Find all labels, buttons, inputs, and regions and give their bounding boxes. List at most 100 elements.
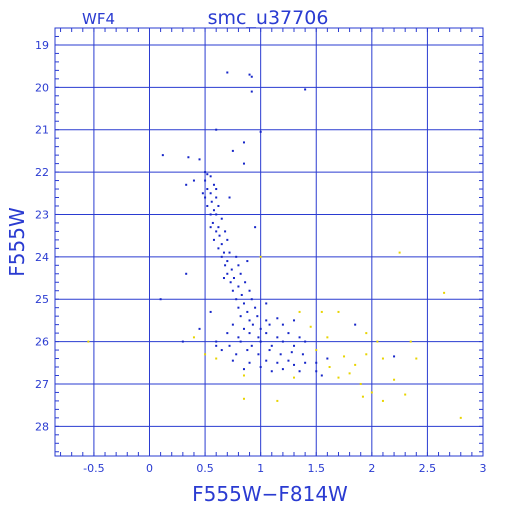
data-point: [210, 200, 213, 203]
data-point: [337, 310, 340, 313]
data-point: [290, 351, 293, 354]
data-point: [315, 349, 318, 352]
data-point: [239, 340, 242, 343]
data-point: [254, 226, 257, 229]
data-point: [279, 353, 282, 356]
data-point: [224, 264, 227, 267]
data-point: [301, 353, 304, 356]
data-point: [230, 268, 233, 271]
data-point: [222, 251, 225, 254]
y-tick-label: 20: [35, 81, 49, 94]
data-point: [218, 234, 221, 237]
data-point: [217, 247, 220, 250]
data-point: [315, 361, 318, 364]
data-point: [242, 162, 245, 165]
data-point: [251, 323, 254, 326]
data-point: [309, 325, 312, 328]
data-point: [276, 361, 279, 364]
data-point: [265, 302, 268, 305]
y-tick-label: 26: [35, 336, 49, 349]
data-point: [209, 213, 212, 216]
data-point: [217, 226, 220, 229]
data-point: [235, 353, 238, 356]
data-point: [320, 374, 323, 377]
data-point: [265, 319, 268, 322]
data-point: [365, 353, 368, 356]
data-point: [259, 327, 262, 330]
data-point: [250, 90, 253, 93]
data-point: [220, 349, 223, 352]
data-point: [256, 315, 259, 318]
data-point: [248, 361, 251, 364]
data-point: [212, 209, 215, 212]
data-point: [398, 251, 401, 254]
data-point: [287, 332, 290, 335]
data-point: [304, 340, 307, 343]
y-tick-label: 24: [35, 251, 49, 264]
data-point: [265, 359, 268, 362]
data-point: [237, 306, 240, 309]
data-point: [226, 332, 229, 335]
data-point: [239, 315, 242, 318]
data-point: [393, 355, 396, 358]
data-point: [231, 289, 234, 292]
data-point: [229, 281, 232, 284]
data-point: [281, 368, 284, 371]
data-point: [304, 88, 307, 91]
data-point: [226, 71, 229, 74]
plot-frame: [54, 27, 484, 457]
data-point: [209, 310, 212, 313]
data-point: [257, 353, 260, 356]
data-point: [348, 372, 351, 375]
data-point: [381, 399, 384, 402]
data-point: [204, 179, 207, 182]
data-point: [276, 336, 279, 339]
data-point: [232, 277, 235, 280]
data-point: [361, 395, 364, 398]
x-tick-label: 0: [146, 462, 153, 475]
data-point: [228, 251, 231, 254]
data-point: [185, 272, 188, 275]
data-point: [204, 196, 207, 199]
data-point: [415, 357, 418, 360]
data-point: [242, 397, 245, 400]
data-point: [198, 327, 201, 330]
data-point: [248, 73, 251, 76]
data-point: [250, 75, 253, 78]
data-point: [343, 355, 346, 358]
data-point: [224, 230, 227, 233]
x-tick-label: 2: [368, 462, 375, 475]
data-point: [298, 370, 301, 373]
grid: [55, 28, 484, 456]
data-point: [293, 376, 296, 379]
data-point: [185, 183, 188, 186]
data-point: [215, 188, 218, 191]
y-axis-label: F555W: [5, 207, 29, 277]
data-point: [246, 310, 249, 313]
data-point: [206, 188, 209, 191]
data-point: [201, 192, 204, 195]
data-point: [226, 260, 229, 263]
data-point: [220, 255, 223, 258]
data-point: [231, 149, 234, 152]
data-point: [215, 344, 218, 347]
y-tick-label: 25: [35, 293, 49, 306]
data-point: [359, 382, 362, 385]
data-point: [315, 370, 318, 373]
data-point: [270, 370, 273, 373]
data-point: [293, 319, 296, 322]
data-point: [242, 368, 245, 371]
data-point: [298, 336, 301, 339]
data-point: [240, 293, 243, 296]
data-point: [326, 357, 329, 360]
data-point: [248, 289, 251, 292]
data-point: [409, 340, 412, 343]
data-point: [215, 230, 218, 233]
data-point: [354, 363, 357, 366]
data-point: [226, 272, 229, 275]
panel-label: WF4: [82, 10, 115, 28]
data-point: [212, 238, 215, 241]
data-point: [459, 416, 462, 419]
data-point: [209, 192, 212, 195]
